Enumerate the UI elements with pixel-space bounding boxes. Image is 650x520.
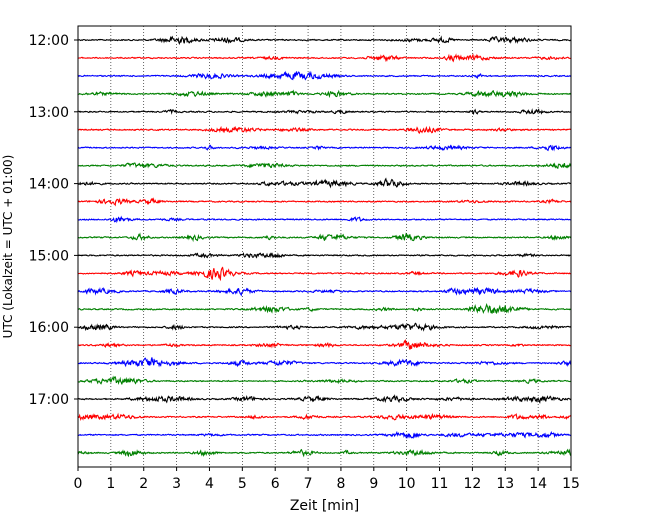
trace-line — [77, 394, 572, 404]
plot-frame — [77, 25, 572, 468]
trace-line — [77, 177, 572, 189]
trace-line — [77, 303, 572, 315]
x-tick-label: 9 — [369, 476, 378, 492]
x-tick-label: 4 — [205, 476, 214, 492]
x-tick-label: 1 — [106, 476, 115, 492]
x-axis-title: Zeit [min] — [290, 498, 359, 514]
x-tick-label: 3 — [172, 476, 181, 492]
x-tick-label: 6 — [271, 476, 280, 492]
trace-line — [77, 252, 572, 259]
x-tick-label: 14 — [529, 476, 547, 492]
trace-line — [77, 108, 572, 115]
y-tick-label: 12:00 — [29, 33, 69, 49]
y-tick-label: 14:00 — [29, 177, 69, 193]
y-axis-ticks: 12:00 13:00 14:00 15:00 16:00 17:00 — [29, 33, 78, 408]
traces — [77, 35, 572, 458]
x-tick-label: 5 — [238, 476, 247, 492]
y-tick-label: 17:00 — [29, 392, 69, 408]
trace-line — [77, 357, 572, 368]
x-tick-label: 10 — [398, 476, 416, 492]
x-tick-label: 12 — [463, 476, 481, 492]
trace-line — [77, 412, 572, 421]
trace-line — [77, 89, 572, 99]
trace-line — [77, 215, 572, 224]
y-tick-label: 13:00 — [29, 105, 69, 121]
y-tick-label: 15:00 — [29, 248, 69, 264]
trace-line — [77, 162, 572, 169]
y-tick-label: 16:00 — [29, 320, 69, 336]
trace-line — [77, 286, 572, 297]
trace-line — [77, 322, 572, 332]
trace-line — [77, 53, 572, 63]
trace-line — [77, 197, 572, 207]
trace-line — [77, 338, 572, 350]
x-axis-ticks: 0 1 2 3 4 5 6 7 8 9 10 11 12 13 14 15 — [74, 467, 580, 492]
trace-line — [77, 125, 572, 135]
x-tick-label: 15 — [562, 476, 580, 492]
trace-line — [77, 232, 572, 243]
trace-line — [77, 35, 572, 46]
trace-line — [77, 266, 572, 282]
x-tick-label: 11 — [431, 476, 449, 492]
x-tick-label: 8 — [336, 476, 345, 492]
x-tick-label: 7 — [304, 476, 313, 492]
trace-line — [77, 375, 572, 386]
y-axis-title: UTC (Lokalzeit = UTC + 01:00) — [1, 155, 15, 339]
x-tick-label: 2 — [139, 476, 148, 492]
trace-line — [77, 430, 572, 440]
x-tick-label: 0 — [74, 476, 83, 492]
trace-line — [77, 70, 572, 81]
x-tick-label: 13 — [496, 476, 514, 492]
trace-line — [77, 448, 572, 458]
trace-line — [77, 144, 572, 152]
